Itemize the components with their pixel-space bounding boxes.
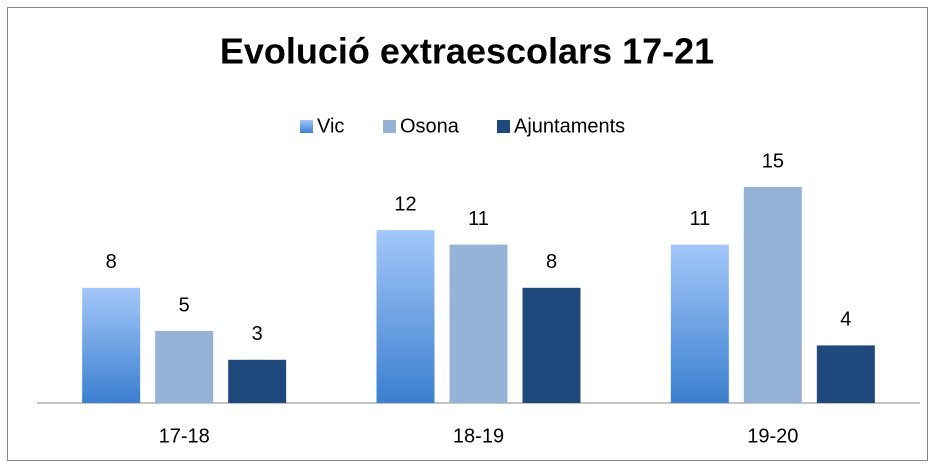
- legend-label: Osona: [400, 115, 460, 137]
- data-label: 5: [179, 294, 190, 316]
- x-tick-label: 17-18: [159, 425, 210, 447]
- bar: [228, 359, 287, 403]
- legend-label: Vic: [317, 115, 344, 137]
- legend-label: Ajuntaments: [514, 115, 625, 137]
- x-tick-label: 18-19: [453, 425, 504, 447]
- x-tick-label: 19-20: [747, 425, 798, 447]
- bar: [816, 345, 875, 403]
- data-label: 8: [106, 251, 117, 273]
- data-label: 11: [468, 208, 489, 230]
- bar: [155, 331, 214, 403]
- bar: [449, 244, 508, 403]
- data-label: 3: [252, 323, 263, 345]
- legend-swatch: [300, 120, 313, 133]
- legend-swatch: [497, 120, 510, 133]
- bar: [522, 287, 581, 403]
- data-label: 11: [689, 208, 710, 230]
- data-label: 4: [840, 309, 851, 331]
- bar: [743, 187, 802, 403]
- bar: [670, 244, 729, 403]
- bar: [376, 230, 435, 403]
- data-label: 12: [394, 193, 416, 215]
- data-label: 15: [762, 150, 784, 172]
- data-label: 8: [546, 251, 557, 273]
- bar: [82, 287, 141, 403]
- chart-title: Evolució extraescolars 17-21: [220, 31, 714, 72]
- legend-swatch: [383, 120, 396, 133]
